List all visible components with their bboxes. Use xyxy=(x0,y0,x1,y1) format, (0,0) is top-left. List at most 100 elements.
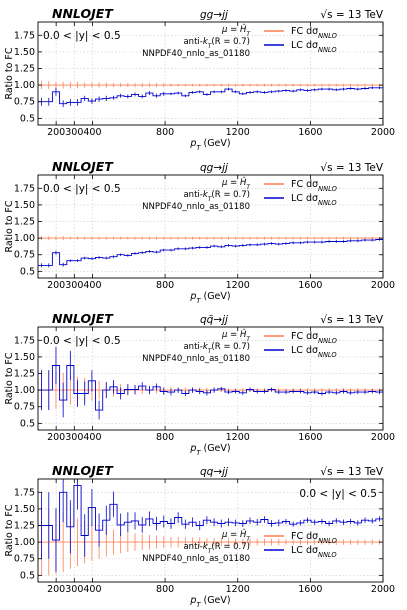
x-tick-label: 200 xyxy=(47,127,65,138)
legend-label-lc: LC dσNNLO xyxy=(291,345,337,359)
jet-algorithm-label: anti-kT(R = 0.7) xyxy=(183,37,250,50)
plot-frame xyxy=(37,326,384,431)
pdf-label: NNPDF40_nnlo_as_01180 xyxy=(142,554,250,564)
panel-4: 200 300 400 800 1200 1600 2000 0.5 0.75 1.00 1.25 1… xyxy=(4,463,395,609)
jet-algorithm-label: anti-kT(R = 0.7) xyxy=(183,190,250,203)
y-tick-label: 0.5 xyxy=(20,113,35,124)
nnlojet-brand: NNLOJET xyxy=(52,159,114,174)
x-tick-label: 1200 xyxy=(226,584,250,595)
legend-label-fc: FC dσNNLO xyxy=(291,26,337,40)
x-tick-label: 1600 xyxy=(298,127,322,138)
scale-label: μ = ĤT xyxy=(221,23,251,38)
x-tick-label: 400 xyxy=(83,432,101,443)
y-tick-label: 1.25 xyxy=(14,64,35,75)
y-tick-label: 1.50 xyxy=(14,504,35,515)
y-tick-label: 1.00 xyxy=(14,80,35,91)
x-axis-label: pT (GeV) xyxy=(189,291,230,305)
y-tick-label: 1.75 xyxy=(14,183,35,194)
x-tick-label: 1600 xyxy=(298,584,322,595)
jet-algorithm-label: anti-kT(R = 0.7) xyxy=(183,542,250,555)
y-axis-label: Ratio to FC xyxy=(4,47,15,99)
scale-label: μ = ĤT xyxy=(221,528,251,543)
y-tick-label: 0.5 xyxy=(20,418,35,429)
y-tick-label: 1.00 xyxy=(14,233,35,244)
legend-label-fc: FC dσNNLO xyxy=(291,179,337,193)
y-tick-label: 1.00 xyxy=(14,385,35,396)
x-tick-label: 300 xyxy=(65,127,83,138)
plot-frame xyxy=(37,174,384,279)
rapidity-range: 0.0 < |y| < 0.5 xyxy=(43,335,121,347)
process-title: qq→jj xyxy=(200,466,228,478)
y-tick-label: 1.25 xyxy=(14,369,35,380)
x-tick-label: 1600 xyxy=(298,432,322,443)
x-axis-label: pT (GeV) xyxy=(189,443,230,457)
y-tick-label: 0.75 xyxy=(14,554,35,565)
process-title: gg→jj xyxy=(200,9,228,21)
y-tick-label: 1.25 xyxy=(14,521,35,532)
x-tick-label: 2000 xyxy=(371,127,395,138)
x-tick-label: 300 xyxy=(65,432,83,443)
y-tick-label: 1.00 xyxy=(14,537,35,548)
plot-frame xyxy=(37,478,384,583)
sqrt-s-label: √s = 13 TeV xyxy=(320,9,383,21)
y-tick-label: 1.50 xyxy=(14,200,35,211)
process-title: qg→jj xyxy=(200,162,228,174)
nnlojet-brand: NNLOJET xyxy=(52,6,114,21)
x-tick-label: 200 xyxy=(47,584,65,595)
y-tick-label: 1.75 xyxy=(14,487,35,498)
pdf-label: NNPDF40_nnlo_as_01180 xyxy=(142,354,250,364)
x-tick-label: 800 xyxy=(156,584,174,595)
series-line-lc xyxy=(38,365,383,411)
x-tick-label: 400 xyxy=(83,127,101,138)
y-tick-label: 1.25 xyxy=(14,217,35,228)
panel-3: 200 300 400 800 1200 1600 2000 0.5 0.75 1.00 1.25 1… xyxy=(4,311,395,457)
x-tick-label: 1200 xyxy=(226,432,250,443)
y-tick-label: 0.5 xyxy=(20,570,35,581)
pdf-label: NNPDF40_nnlo_as_01180 xyxy=(142,49,250,59)
x-tick-label: 800 xyxy=(156,280,174,291)
panel-2: 200 300 400 800 1200 1600 2000 0.5 0.75 1.00 1.25 1… xyxy=(4,159,395,305)
jet-algorithm-label: anti-kT(R = 0.7) xyxy=(183,342,250,355)
x-tick-label: 2000 xyxy=(371,432,395,443)
x-axis-label: pT (GeV) xyxy=(189,595,230,609)
x-tick-label: 1200 xyxy=(226,127,250,138)
series-line-lc xyxy=(38,485,383,541)
y-tick-label: 0.5 xyxy=(20,266,35,277)
y-tick-label: 1.50 xyxy=(14,352,35,363)
x-tick-label: 2000 xyxy=(371,584,395,595)
series-line-lc xyxy=(38,87,383,105)
y-tick-label: 0.75 xyxy=(14,402,35,413)
sqrt-s-label: √s = 13 TeV xyxy=(320,162,383,174)
y-axis-label: Ratio to FC xyxy=(4,352,15,404)
y-axis-label: Ratio to FC xyxy=(4,200,15,252)
x-tick-label: 400 xyxy=(83,584,101,595)
x-axis-label: pT (GeV) xyxy=(189,138,230,152)
sqrt-s-label: √s = 13 TeV xyxy=(320,314,383,326)
x-tick-label: 300 xyxy=(65,280,83,291)
pdf-label: NNPDF40_nnlo_as_01180 xyxy=(142,202,250,212)
scale-label: μ = ĤT xyxy=(221,328,251,343)
scale-label: μ = ĤT xyxy=(221,176,251,191)
nnlojet-brand: NNLOJET xyxy=(52,463,114,478)
legend-label-lc: LC dσNNLO xyxy=(291,545,337,559)
rapidity-range: 0.0 < |y| < 0.5 xyxy=(43,30,121,42)
y-tick-label: 0.75 xyxy=(14,97,35,108)
x-tick-label: 800 xyxy=(156,432,174,443)
y-tick-label: 1.50 xyxy=(14,47,35,58)
nnlojet-brand: NNLOJET xyxy=(52,311,114,326)
x-tick-label: 1600 xyxy=(298,280,322,291)
x-tick-label: 1200 xyxy=(226,280,250,291)
y-axis-label: Ratio to FC xyxy=(4,504,15,556)
legend-label-fc: FC dσNNLO xyxy=(291,331,337,345)
y-tick-label: 0.75 xyxy=(14,250,35,261)
legend-label-lc: LC dσNNLO xyxy=(291,193,337,207)
sqrt-s-label: √s = 13 TeV xyxy=(320,466,383,478)
rapidity-range: 0.0 < |y| < 0.5 xyxy=(43,183,121,195)
x-tick-label: 400 xyxy=(83,280,101,291)
x-tick-label: 200 xyxy=(47,432,65,443)
y-tick-label: 1.75 xyxy=(14,335,35,346)
legend-label-lc: LC dσNNLO xyxy=(291,40,337,54)
y-tick-label: 1.75 xyxy=(14,30,35,41)
plot-frame xyxy=(37,21,384,126)
